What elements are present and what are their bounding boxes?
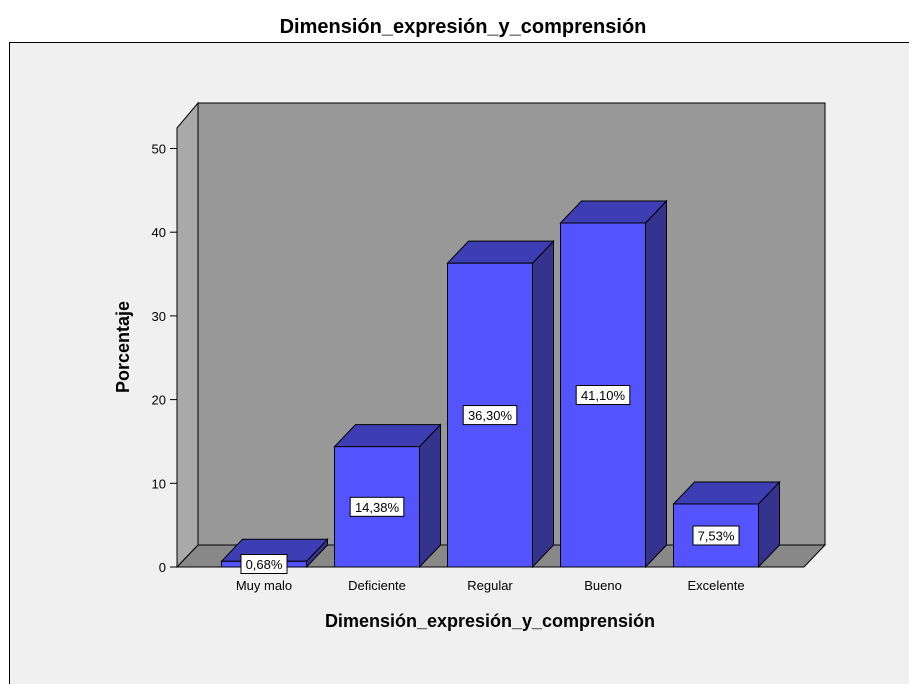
data-label-box (692, 525, 740, 546)
side-wall (176, 101, 199, 569)
bar-bueno (559, 199, 668, 569)
y-tick-label: 20 (152, 393, 166, 408)
bar-side-face (532, 239, 554, 569)
y-ticks: 0 10 20 30 40 50 (152, 142, 177, 575)
y-tick-label: 30 (152, 309, 166, 324)
data-label-box (462, 405, 518, 426)
x-tick-label-excelente: Excelente (687, 578, 744, 593)
x-tick-label-bueno: Bueno (584, 578, 622, 593)
y-tick-label: 50 (152, 142, 166, 157)
bar-deficiente (333, 423, 442, 569)
data-label-text: 0,68% (246, 557, 283, 572)
data-label-deficiente: 14,38% (349, 496, 405, 517)
bars: 0,68% 14,38% 36,30% 41,10% 7,53% (220, 199, 781, 574)
data-label-regular: 36,30% (462, 405, 518, 426)
x-tick-label-deficiente: Deficiente (348, 578, 406, 593)
data-label-box (240, 554, 288, 574)
bar-regular (446, 239, 555, 569)
data-label-muy-malo: 0,68% (240, 554, 288, 574)
data-label-text: 41,10% (581, 388, 626, 403)
data-label-text: 7,53% (698, 528, 735, 543)
bar-side-face (645, 199, 667, 569)
data-label-box (575, 384, 631, 405)
chart-title: Dimensión_expresión_y_comprensión (280, 16, 647, 38)
y-tick-label: 0 (159, 560, 166, 575)
data-label-bueno: 41,10% (575, 384, 631, 405)
data-label-text: 14,38% (355, 500, 400, 515)
data-label-excelente: 7,53% (692, 525, 740, 546)
y-tick-label: 10 (152, 476, 166, 491)
bar-side-face (419, 423, 441, 569)
y-axis-title: Porcentaje (113, 301, 133, 393)
data-label-box (349, 496, 405, 517)
x-axis-title: Dimensión_expresión_y_comprensión (325, 611, 655, 631)
bar-front-face (334, 446, 420, 568)
category-labels: Muy malo Deficiente Regular Bueno Excelente (236, 578, 745, 593)
x-tick-label-muy-malo: Muy malo (236, 578, 292, 593)
x-tick-label-regular: Regular (467, 578, 513, 593)
y-tick-label: 40 (152, 225, 166, 240)
data-label-text: 36,30% (468, 408, 513, 423)
bar-excelente (672, 480, 781, 569)
